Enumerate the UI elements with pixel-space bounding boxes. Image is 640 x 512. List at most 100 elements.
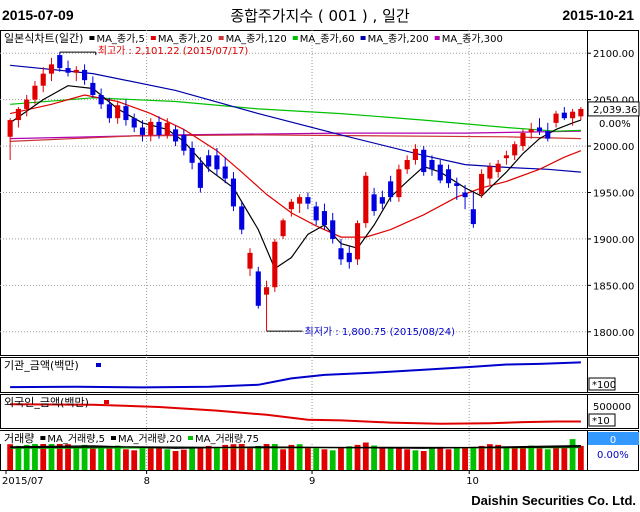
candle-body bbox=[528, 129, 534, 133]
candle-body bbox=[462, 192, 468, 198]
candle-body bbox=[305, 197, 311, 204]
volume-bar bbox=[205, 445, 212, 470]
chart-header: 2015-07-09 종합주가지수 ( 001 ) , 일간 2015-10-2… bbox=[0, 0, 640, 30]
candle-body bbox=[24, 99, 30, 109]
candle-body bbox=[131, 118, 137, 128]
legend-label: MA_종가,200 bbox=[368, 33, 429, 45]
foreign-tick-label: 500000 bbox=[593, 402, 631, 413]
volume-bar bbox=[577, 445, 584, 470]
candle-body bbox=[512, 144, 518, 156]
candle-body bbox=[32, 85, 38, 100]
volume-bar bbox=[520, 446, 526, 470]
institution-unit-box bbox=[588, 377, 616, 391]
volume-bar bbox=[81, 444, 88, 470]
candle-body bbox=[255, 271, 261, 306]
volume-bar bbox=[420, 451, 427, 470]
candle-body bbox=[412, 148, 418, 160]
candle-body bbox=[139, 127, 146, 135]
candle-body bbox=[148, 121, 154, 135]
legend-swatch bbox=[89, 36, 95, 40]
volume-bar bbox=[189, 447, 196, 470]
legend-label: MA_종가,5 bbox=[96, 33, 144, 45]
volume-bar bbox=[156, 446, 162, 470]
volume-bar bbox=[329, 450, 336, 470]
volume-bar bbox=[106, 446, 113, 470]
volume-bar bbox=[429, 448, 435, 470]
volume-bar bbox=[32, 443, 38, 470]
candle-body bbox=[346, 252, 352, 263]
candle-body bbox=[379, 197, 385, 204]
volume-bar bbox=[48, 442, 55, 470]
volume-bar bbox=[561, 446, 568, 470]
candle-body bbox=[338, 248, 344, 260]
volume-bar bbox=[56, 439, 63, 470]
volume-legend-label: MA_거래량,20 bbox=[118, 433, 182, 445]
volume-change-label: 0.00% bbox=[597, 450, 629, 461]
candle-body bbox=[106, 104, 112, 119]
chart-title: 종합주가지수 ( 001 ) , 일간 bbox=[230, 7, 410, 25]
candle-body bbox=[479, 173, 485, 195]
stock-chart[interactable]: 2100.00 2050.00 2000.00 1950.00 1900.00 1850.… bbox=[0, 30, 640, 512]
last-value-box bbox=[587, 101, 640, 117]
volume-legend-swatch bbox=[40, 436, 46, 440]
volume-legend-label: MA_거래량,5 bbox=[47, 433, 105, 445]
volume-bar bbox=[280, 449, 286, 470]
x-axis-month-label: 2015/07 bbox=[2, 476, 44, 487]
candle-body bbox=[536, 127, 543, 132]
volume-bar bbox=[453, 448, 460, 470]
volume-bar bbox=[404, 449, 411, 470]
candle-body bbox=[561, 112, 567, 119]
volume-bar bbox=[222, 444, 229, 470]
candle-body bbox=[553, 113, 559, 123]
price-panel-title: 일본식차트(일간) bbox=[4, 31, 83, 45]
volume-bar bbox=[437, 446, 444, 470]
candle-body bbox=[173, 129, 179, 142]
volume-bar bbox=[387, 446, 394, 470]
candle-body bbox=[206, 155, 212, 167]
legend-swatch bbox=[360, 36, 366, 40]
volume-bar bbox=[511, 446, 518, 470]
candle-body bbox=[470, 209, 476, 225]
volume-bar bbox=[7, 444, 14, 470]
volume-bar bbox=[470, 446, 477, 470]
low-annotation: 최저가 : 1,800.75 (2015/08/24) bbox=[305, 326, 456, 338]
candle-body bbox=[222, 166, 228, 179]
candle-body bbox=[570, 111, 576, 119]
volume-bar bbox=[139, 448, 146, 470]
volume-bar bbox=[321, 449, 328, 470]
volume-bar bbox=[238, 442, 245, 470]
volume-bar bbox=[296, 444, 303, 470]
volume-bar bbox=[255, 445, 262, 470]
candle-body bbox=[98, 95, 104, 105]
candle-body bbox=[90, 82, 96, 95]
candle-body bbox=[421, 149, 427, 173]
candle-body bbox=[247, 252, 253, 269]
volume-bar bbox=[338, 447, 344, 470]
candle-body bbox=[73, 69, 79, 73]
candle-body bbox=[48, 64, 55, 74]
candle-body bbox=[321, 211, 328, 225]
candle-body bbox=[239, 206, 245, 230]
volume-bar bbox=[123, 449, 129, 470]
legend-swatch bbox=[434, 36, 440, 40]
volume-bar bbox=[164, 449, 171, 470]
volume-bar bbox=[346, 446, 353, 470]
candle-body bbox=[164, 122, 170, 135]
candle-body bbox=[578, 108, 584, 117]
candle-body bbox=[82, 69, 88, 81]
volume-panel-title: 거래량 bbox=[4, 432, 34, 445]
volume-bar bbox=[445, 449, 452, 470]
volume-legend-label: MA_거래량,75 bbox=[195, 433, 259, 445]
volume-bar bbox=[288, 444, 295, 470]
candle-body bbox=[503, 155, 509, 159]
candle-body bbox=[495, 163, 501, 173]
volume-bar bbox=[247, 447, 253, 470]
volume-bar bbox=[536, 448, 543, 470]
price-ma20-line bbox=[9, 94, 582, 238]
institution-panel-title: 기관_금액(백만) bbox=[4, 359, 79, 372]
volume-ma5-line bbox=[10, 445, 581, 449]
brand-label: Daishin Securities Co. Ltd. bbox=[471, 493, 636, 508]
price-ma120-line bbox=[10, 134, 581, 142]
volume-bar bbox=[15, 445, 22, 470]
foreign-panel-title: 외국인_금액(백만) bbox=[4, 396, 89, 409]
